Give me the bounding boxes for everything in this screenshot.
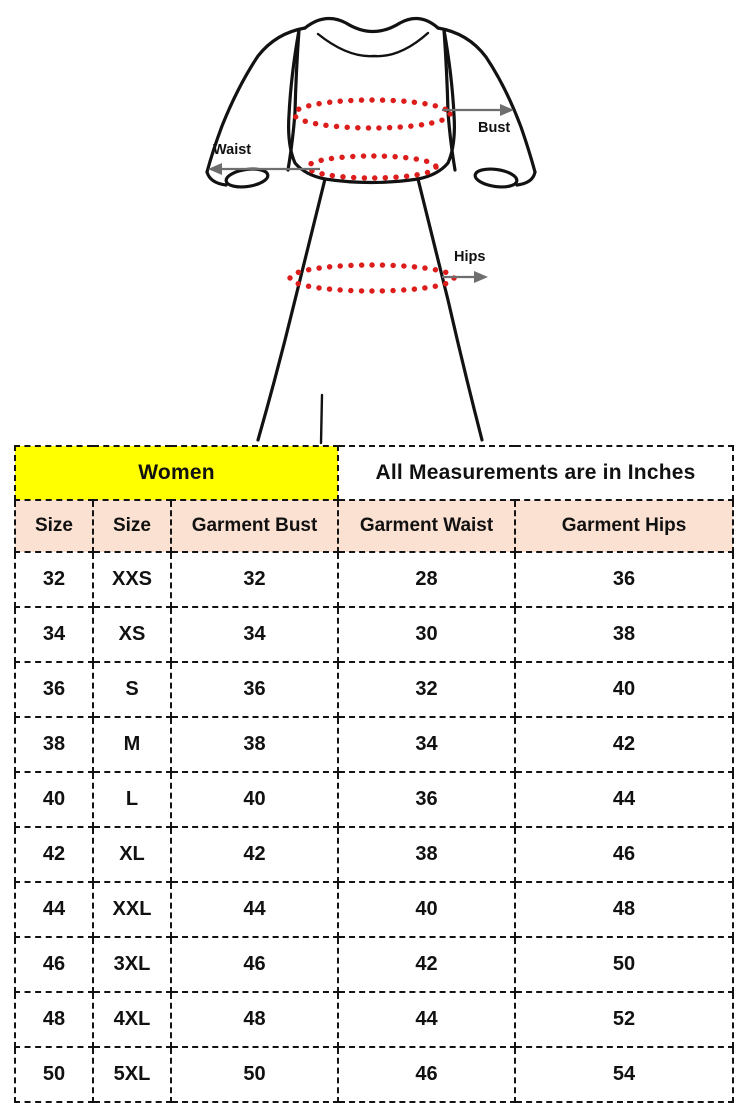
- cell-size-alpha: 4XL: [92, 991, 172, 1048]
- dress-illustration: Bust Waist Hips: [0, 0, 746, 445]
- size-chart-table-container: Women All Measurements are in Inches Siz…: [13, 445, 735, 1103]
- table-row: 48 4XL 48 44 52: [14, 991, 735, 1048]
- column-header-garment-waist: Garment Waist: [337, 499, 517, 553]
- waist-label: Waist: [213, 142, 251, 158]
- cell-garment-hips: 52: [514, 991, 735, 1048]
- cell-size-alpha: XXS: [92, 551, 172, 608]
- table-row: 40 L 40 36 44: [14, 771, 735, 828]
- title-women-cell: Women: [13, 445, 340, 501]
- table-row: 46 3XL 46 42 50: [14, 936, 735, 993]
- cell-garment-hips: 44: [514, 771, 735, 828]
- dress-outline-group: [205, 16, 537, 445]
- waist-seam-path: [323, 177, 420, 185]
- right-cuff-connect-path: [515, 170, 537, 187]
- cell-size-numeric: 46: [14, 936, 94, 993]
- cell-size-alpha: 3XL: [92, 936, 172, 993]
- right-cuff-ellipse: [473, 167, 519, 189]
- title-measurements-cell: All Measurements are in Inches: [337, 445, 735, 501]
- cell-garment-hips: 50: [514, 936, 735, 993]
- cell-size-alpha: XS: [92, 606, 172, 663]
- skirt-slit-path: [319, 393, 324, 445]
- cell-size-numeric: 36: [14, 661, 94, 718]
- table-row: 36 S 36 32 40: [14, 661, 735, 718]
- bodice-left-side-path: [287, 28, 327, 181]
- cell-garment-waist: 42: [337, 936, 517, 993]
- waist-arrow-group: [208, 163, 320, 175]
- waist-arrow-head: [208, 163, 222, 175]
- cell-garment-bust: 32: [169, 551, 340, 608]
- table-row: 50 5XL 50 46 54: [14, 1046, 735, 1103]
- cell-size-numeric: 32: [14, 551, 94, 608]
- cell-garment-waist: 34: [337, 716, 517, 773]
- cell-garment-waist: 46: [337, 1046, 517, 1103]
- cell-garment-bust: 38: [169, 716, 340, 773]
- table-row: 42 XL 42 38 46: [14, 826, 735, 883]
- hips-arrow-head: [474, 271, 488, 283]
- cell-garment-hips: 54: [514, 1046, 735, 1103]
- hips-label: Hips: [454, 249, 485, 265]
- cell-garment-waist: 44: [337, 991, 517, 1048]
- cell-garment-waist: 30: [337, 606, 517, 663]
- neckline-inner-path: [316, 31, 430, 58]
- cell-size-alpha: 5XL: [92, 1046, 172, 1103]
- bust-label: Bust: [478, 120, 510, 136]
- cell-garment-waist: 28: [337, 551, 517, 608]
- cell-garment-bust: 50: [169, 1046, 340, 1103]
- cell-garment-waist: 40: [337, 881, 517, 938]
- skirt-right-path: [416, 177, 484, 442]
- cell-size-numeric: 40: [14, 771, 94, 828]
- cell-garment-waist: 36: [337, 771, 517, 828]
- column-header-size-numeric: Size: [14, 499, 94, 553]
- cell-size-alpha: XXL: [92, 881, 172, 938]
- table-title-row: Women All Measurements are in Inches: [13, 445, 735, 501]
- cell-size-alpha: M: [92, 716, 172, 773]
- cell-garment-bust: 44: [169, 881, 340, 938]
- cell-size-alpha: XL: [92, 826, 172, 883]
- bust-measure-ellipse: [291, 97, 453, 131]
- bust-arrow-group: [442, 104, 514, 116]
- cell-garment-bust: 46: [169, 936, 340, 993]
- hips-measure-ellipse: [287, 262, 457, 294]
- cell-garment-hips: 36: [514, 551, 735, 608]
- cell-garment-hips: 48: [514, 881, 735, 938]
- left-cuff-connect-path: [205, 170, 228, 187]
- bust-arrow-head: [500, 104, 514, 116]
- table-row: 34 XS 34 30 38: [14, 606, 735, 663]
- right-sleeve-outer-path: [436, 26, 537, 174]
- skirt-left-path: [256, 177, 327, 442]
- cell-garment-bust: 36: [169, 661, 340, 718]
- column-header-garment-bust: Garment Bust: [169, 499, 340, 553]
- table-row: 38 M 38 34 42: [14, 716, 735, 773]
- cell-garment-hips: 42: [514, 716, 735, 773]
- column-header-size-alpha: Size: [92, 499, 172, 553]
- size-chart-table: Women All Measurements are in Inches Siz…: [13, 445, 735, 1103]
- cell-size-alpha: L: [92, 771, 172, 828]
- waist-measure-ellipse: [305, 153, 439, 181]
- cell-size-numeric: 44: [14, 881, 94, 938]
- cell-size-numeric: 48: [14, 991, 94, 1048]
- table-row: 32 XXS 32 28 36: [14, 551, 735, 608]
- cell-size-numeric: 34: [14, 606, 94, 663]
- left-sleeve-outer-path: [205, 26, 307, 174]
- cell-garment-hips: 46: [514, 826, 735, 883]
- cell-garment-waist: 32: [337, 661, 517, 718]
- cell-size-numeric: 50: [14, 1046, 94, 1103]
- table-header-row: Size Size Garment Bust Garment Waist Gar…: [14, 499, 735, 553]
- cell-garment-waist: 38: [337, 826, 517, 883]
- cell-garment-bust: 40: [169, 771, 340, 828]
- hips-arrow-group: [442, 271, 488, 283]
- cell-garment-bust: 48: [169, 991, 340, 1048]
- cell-size-numeric: 38: [14, 716, 94, 773]
- cell-garment-hips: 38: [514, 606, 735, 663]
- cell-garment-hips: 40: [514, 661, 735, 718]
- size-chart-body: Women All Measurements are in Inches Siz…: [13, 445, 735, 1103]
- column-header-garment-hips: Garment Hips: [514, 499, 735, 553]
- cell-size-alpha: S: [92, 661, 172, 718]
- neckline-outer-path: [303, 16, 440, 34]
- cell-garment-bust: 42: [169, 826, 340, 883]
- bodice-right-side-path: [416, 28, 456, 181]
- table-row: 44 XXL 44 40 48: [14, 881, 735, 938]
- cell-size-numeric: 42: [14, 826, 94, 883]
- cell-garment-bust: 34: [169, 606, 340, 663]
